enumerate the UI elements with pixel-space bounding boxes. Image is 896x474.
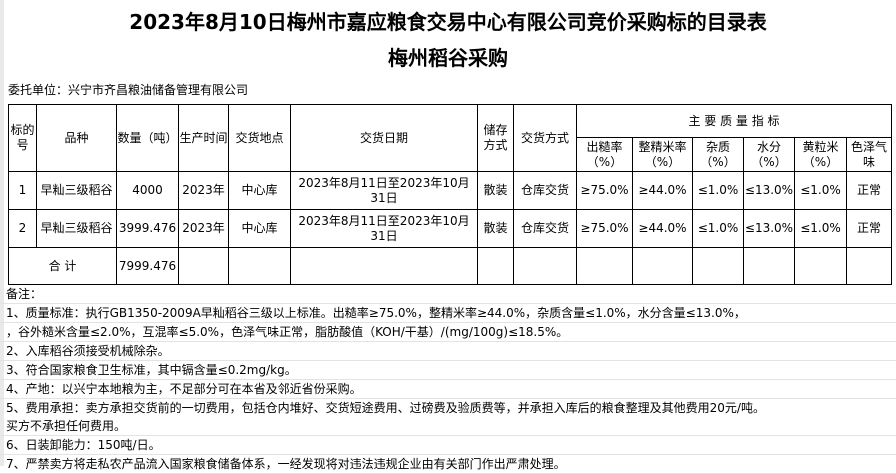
note-item: 5、费用承担：卖方承担交货前的一切费用，包括仓内堆好、交货短途费用、过磅费及验质… bbox=[6, 401, 765, 415]
cell-date: 2023年8月11日至2023年10月31日 bbox=[290, 209, 478, 248]
header-lot-no: 标的号 bbox=[8, 104, 37, 172]
sheet-edge bbox=[0, 0, 4, 466]
cell-storage: 散装 bbox=[477, 171, 514, 210]
header-storage: 储存方式 bbox=[477, 104, 514, 172]
cell-variety: 早籼三级稻谷 bbox=[36, 209, 117, 248]
cell-q: ≥75.0% bbox=[576, 171, 633, 210]
notes-label: 备注： bbox=[0, 285, 896, 304]
cell-year: 2023年 bbox=[178, 171, 229, 210]
header-q-moisture: 水分（%） bbox=[743, 137, 795, 172]
note-item: 1、质量标准：执行GB1350-2009A早籼稻谷三级以上标准。出糙率≥75.0… bbox=[0, 304, 896, 323]
page-title: 2023年8月10日梅州市嘉应粮食交易中心有限公司竞价采购标的目录表 bbox=[129, 10, 767, 34]
note-item: 4、产地：以兴宁本地粮为主，不足部分可在本省及邻近省份采购。 bbox=[0, 380, 896, 399]
total-row: 合 计 7999.476 bbox=[8, 247, 892, 285]
cell-q: ≤1.0% bbox=[794, 171, 847, 210]
cell-variety: 早籼三级稻谷 bbox=[36, 171, 117, 210]
header-quality: 主 要 质 量 指 标 bbox=[576, 104, 892, 138]
cell-qty: 3999.476 bbox=[116, 209, 179, 248]
cell-delivery: 仓库交货 bbox=[513, 171, 577, 210]
page-subtitle: 梅州稻谷采购 bbox=[388, 46, 508, 70]
header-prod-time: 生产时间 bbox=[178, 104, 229, 172]
cell-q: ≥44.0% bbox=[632, 171, 693, 210]
cell-storage: 散装 bbox=[477, 209, 514, 248]
total-qty: 7999.476 bbox=[116, 247, 179, 285]
note-item: 2、入库稻谷须接受机械除杂。 bbox=[0, 342, 896, 361]
header-variety: 品种 bbox=[36, 104, 117, 172]
cell-q: ≤1.0% bbox=[692, 171, 744, 210]
cell-delivery: 仓库交货 bbox=[513, 209, 577, 248]
header-q-impurity: 杂质（%） bbox=[692, 137, 744, 172]
cell-q: ≤13.0% bbox=[743, 209, 795, 248]
header-date: 交货日期 bbox=[290, 104, 478, 172]
cell-date: 2023年8月11日至2023年10月31日 bbox=[290, 171, 478, 210]
note-item: 6、日装卸能力：150吨/日。 bbox=[0, 436, 896, 455]
cell-year: 2023年 bbox=[178, 209, 229, 248]
cell-q: ≥75.0% bbox=[576, 209, 633, 248]
notes-section: 备注： 1、质量标准：执行GB1350-2009A早籼稻谷三级以上标准。出糙率≥… bbox=[0, 285, 896, 474]
cell-q: ≥44.0% bbox=[632, 209, 693, 248]
header-location: 交货地点 bbox=[228, 104, 291, 172]
table-row: 1 早籼三级稻谷 4000 2023年 中心库 2023年8月11日至2023年… bbox=[8, 171, 892, 210]
cell-no: 1 bbox=[8, 171, 37, 210]
header-quantity: 数量（吨） bbox=[116, 104, 179, 172]
catalog-table: 标的号 品种 数量（吨） 生产时间 交货地点 交货日期 储存方式 交货方式 主 … bbox=[8, 104, 892, 285]
cell-q: ≤1.0% bbox=[692, 209, 744, 248]
header-delivery: 交货方式 bbox=[513, 104, 577, 172]
header-q-color: 色泽气味 bbox=[846, 137, 892, 172]
cell-q: 正常 bbox=[846, 171, 892, 210]
total-label: 合 计 bbox=[8, 247, 117, 285]
note-item: 买方不承担任何费用。 bbox=[0, 417, 896, 436]
cell-qty: 4000 bbox=[116, 171, 179, 210]
header-q-yellow: 黄粒米（%） bbox=[794, 137, 847, 172]
table-row: 2 早籼三级稻谷 3999.476 2023年 中心库 2023年8月11日至2… bbox=[8, 209, 892, 248]
cell-no: 2 bbox=[8, 209, 37, 248]
cell-loc: 中心库 bbox=[228, 171, 291, 210]
note-item: 3、符合国家粮食卫生标准，其中镉含量≤0.2mg/kg。 bbox=[0, 361, 896, 380]
cell-q: 正常 bbox=[846, 209, 892, 248]
header-q-hull: 出糙率（%） bbox=[576, 137, 633, 172]
cell-q: ≤13.0% bbox=[743, 171, 795, 210]
header-q-headrice: 整精米率（%） bbox=[632, 137, 693, 172]
note-item: ，谷外糙米含量≤2.0%，互混率≤5.0%，色泽气味正常，脂肪酸值（KOH/干基… bbox=[0, 323, 896, 342]
cell-q: ≤1.0% bbox=[794, 209, 847, 248]
cell-loc: 中心库 bbox=[228, 209, 291, 248]
note-item: 7、严禁卖方将走私农产品流入国家粮食储备体系，一经发现将对违法违规企业由有关部门… bbox=[0, 455, 896, 474]
client-unit: 委托单位：兴宁市齐昌粮油储备管理有限公司 bbox=[8, 83, 249, 97]
